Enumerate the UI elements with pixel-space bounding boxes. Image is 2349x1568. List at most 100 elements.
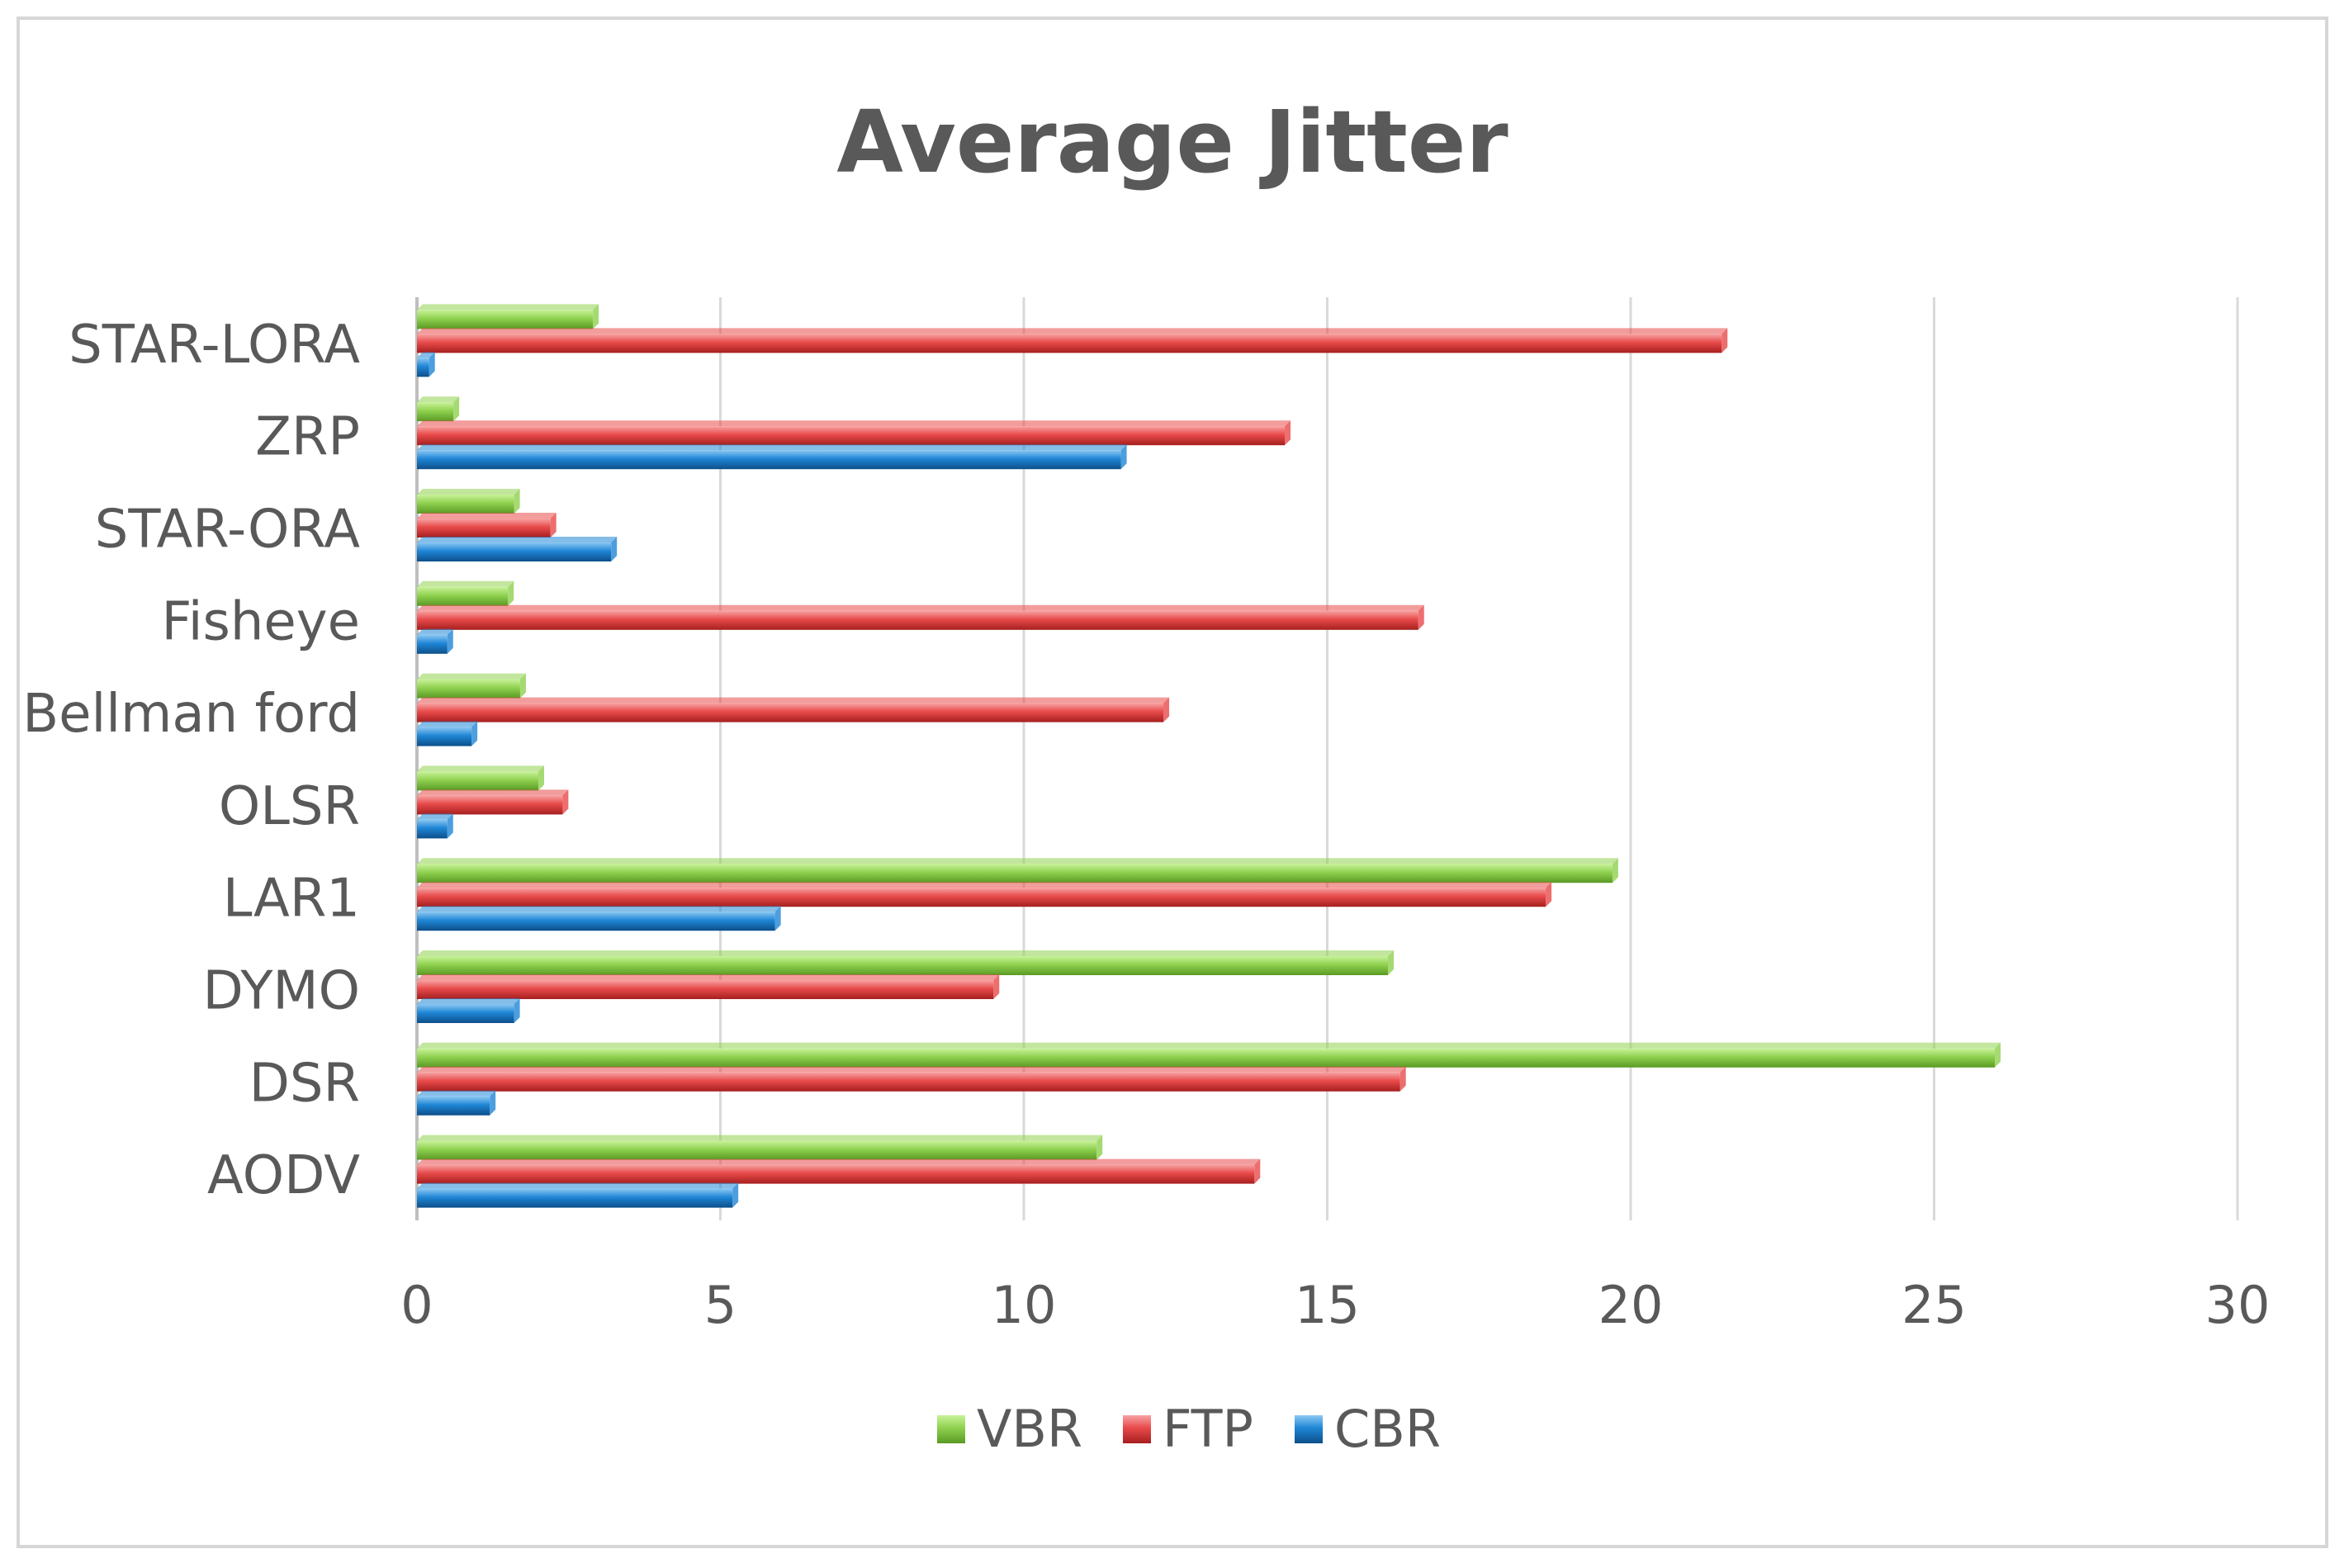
bar-top-ftp-olsr xyxy=(417,789,569,796)
bar-top-cbr-fisheye xyxy=(417,628,453,635)
bar-vbr-star-lora xyxy=(417,304,599,329)
bar-face-vbr-star-lora xyxy=(417,310,594,329)
bar-face-ftp-olsr xyxy=(417,795,563,815)
legend-item-cbr: CBR xyxy=(1295,1399,1441,1459)
bar-ftp-star-ora xyxy=(417,513,556,538)
bar-vbr-dsr xyxy=(417,1042,2001,1068)
legend-swatch-cbr xyxy=(1295,1415,1323,1443)
legend-label-ftp: FTP xyxy=(1163,1399,1253,1459)
x-tick-label-30: 30 xyxy=(2205,1275,2271,1335)
legend-swatch-ftp xyxy=(1123,1415,1151,1443)
bar-end-ftp-aodv xyxy=(1254,1158,1261,1184)
bar-top-cbr-star-lora xyxy=(417,352,435,358)
bar-end-ftp-dsr xyxy=(1399,1066,1406,1092)
bar-end-ftp-lar1 xyxy=(1546,882,1552,907)
x-tick-label-0: 0 xyxy=(400,1275,433,1335)
bar-face-ftp-aodv xyxy=(417,1164,1255,1184)
bar-top-vbr-dymo xyxy=(417,950,1394,956)
bar-end-vbr-fisheye xyxy=(508,580,514,606)
bar-end-cbr-dymo xyxy=(514,998,520,1023)
bar-end-cbr-star-lora xyxy=(429,352,435,377)
category-labels: AODV DSR DYMO LAR1 OLSR Bellman ford Fisheye ST… xyxy=(22,315,360,1206)
bar-top-cbr-star-ora xyxy=(417,537,618,542)
bar-end-vbr-star-lora xyxy=(593,304,599,329)
bar-face-ftp-star-lora xyxy=(417,334,1722,353)
bar-end-ftp-dymo xyxy=(993,974,1000,999)
legend-label-vbr: VBR xyxy=(977,1399,1082,1459)
category-label-aodv: AODV xyxy=(207,1145,360,1206)
bar-top-vbr-star-ora xyxy=(417,489,520,495)
category-label-dsr: DSR xyxy=(249,1053,360,1114)
bar-face-ftp-lar1 xyxy=(417,888,1546,907)
bar-top-cbr-bellman-ford xyxy=(417,721,478,727)
bar-cbr-bellman-ford xyxy=(417,721,478,746)
x-tick-label-20: 20 xyxy=(1598,1275,1664,1335)
chart-title: Average Jitter xyxy=(836,92,1508,192)
bar-face-ftp-dymo xyxy=(417,980,994,999)
bar-vbr-bellman-ford xyxy=(417,673,526,699)
bar-end-cbr-bellman-ford xyxy=(471,721,478,746)
bar-end-cbr-dsr xyxy=(490,1090,496,1116)
bar-ftp-bellman-ford xyxy=(417,697,1170,722)
bar-vbr-star-ora xyxy=(417,489,520,514)
bar-top-ftp-star-lora xyxy=(417,328,1728,334)
category-label-bellman-ford: Bellman ford xyxy=(22,684,360,745)
bar-face-cbr-star-ora xyxy=(417,542,612,561)
bar-cbr-fisheye xyxy=(417,628,453,654)
bar-end-vbr-bellman-ford xyxy=(519,673,526,699)
bar-face-vbr-fisheye xyxy=(417,586,509,606)
bar-face-cbr-star-lora xyxy=(417,358,429,377)
bar-top-ftp-lar1 xyxy=(417,882,1552,888)
bar-end-cbr-aodv xyxy=(732,1182,739,1208)
bar-end-cbr-fisheye xyxy=(447,628,453,654)
bar-end-vbr-lar1 xyxy=(1612,858,1618,883)
bar-face-vbr-zrp xyxy=(417,402,454,422)
bar-face-vbr-dsr xyxy=(417,1048,1995,1068)
bar-end-ftp-star-ora xyxy=(550,513,556,538)
bar-ftp-fisheye xyxy=(417,604,1424,630)
bar-end-vbr-dsr xyxy=(1995,1042,2001,1068)
bar-end-ftp-olsr xyxy=(562,789,569,815)
bar-top-ftp-fisheye xyxy=(417,604,1424,611)
bar-face-cbr-aodv xyxy=(417,1188,733,1208)
x-tick-label-25: 25 xyxy=(1901,1275,1967,1335)
bar-end-vbr-zrp xyxy=(453,396,460,422)
bar-face-vbr-lar1 xyxy=(417,864,1613,883)
bar-face-cbr-dymo xyxy=(417,1004,514,1023)
chart-frame xyxy=(17,17,2328,1548)
bars xyxy=(417,304,2001,1208)
bar-top-cbr-dsr xyxy=(417,1090,496,1097)
bar-face-ftp-star-ora xyxy=(417,519,551,538)
bar-top-ftp-dymo xyxy=(417,974,1000,980)
bar-end-cbr-lar1 xyxy=(774,906,781,931)
bar-ftp-olsr xyxy=(417,789,569,815)
bar-top-vbr-dsr xyxy=(417,1042,2001,1049)
bar-top-ftp-zrp xyxy=(417,420,1291,427)
bar-top-ftp-dsr xyxy=(417,1066,1406,1073)
bar-face-ftp-fisheye xyxy=(417,610,1418,630)
category-label-olsr: OLSR xyxy=(219,776,360,837)
bar-face-cbr-fisheye xyxy=(417,634,448,654)
bar-end-ftp-star-lora xyxy=(1721,328,1728,353)
bar-top-cbr-dymo xyxy=(417,998,520,1004)
bar-face-cbr-zrp xyxy=(417,450,1121,470)
bar-cbr-star-lora xyxy=(417,352,435,377)
bar-cbr-lar1 xyxy=(417,906,781,931)
category-label-zrp: ZRP xyxy=(255,407,360,468)
bar-top-vbr-fisheye xyxy=(417,580,514,587)
bar-top-vbr-bellman-ford xyxy=(417,673,526,680)
bar-cbr-aodv xyxy=(417,1182,739,1208)
bar-end-ftp-bellman-ford xyxy=(1163,697,1170,722)
bar-vbr-lar1 xyxy=(417,858,1618,883)
bar-end-ftp-zrp xyxy=(1285,420,1291,446)
bar-face-vbr-star-ora xyxy=(417,495,514,514)
bar-vbr-aodv xyxy=(417,1135,1103,1160)
bar-top-ftp-star-ora xyxy=(417,513,556,519)
bar-top-vbr-olsr xyxy=(417,765,544,772)
bar-top-vbr-aodv xyxy=(417,1135,1103,1141)
bar-ftp-star-lora xyxy=(417,328,1728,353)
bar-end-vbr-aodv xyxy=(1096,1135,1103,1160)
bar-face-cbr-olsr xyxy=(417,819,448,839)
bar-top-cbr-olsr xyxy=(417,813,453,820)
